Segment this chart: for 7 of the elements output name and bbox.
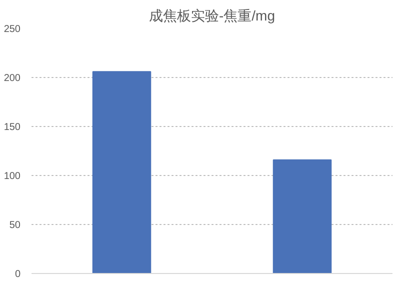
y-tick-label: 200: [4, 73, 21, 84]
y-tick-label: 50: [9, 220, 21, 231]
y-tick-label: 150: [4, 122, 21, 133]
y-tick-label: 100: [4, 171, 21, 182]
chart-title: 成焦板实验-焦重/mg: [149, 8, 275, 24]
y-tick-label: 250: [4, 24, 21, 35]
y-tick-label: 0: [14, 269, 21, 280]
